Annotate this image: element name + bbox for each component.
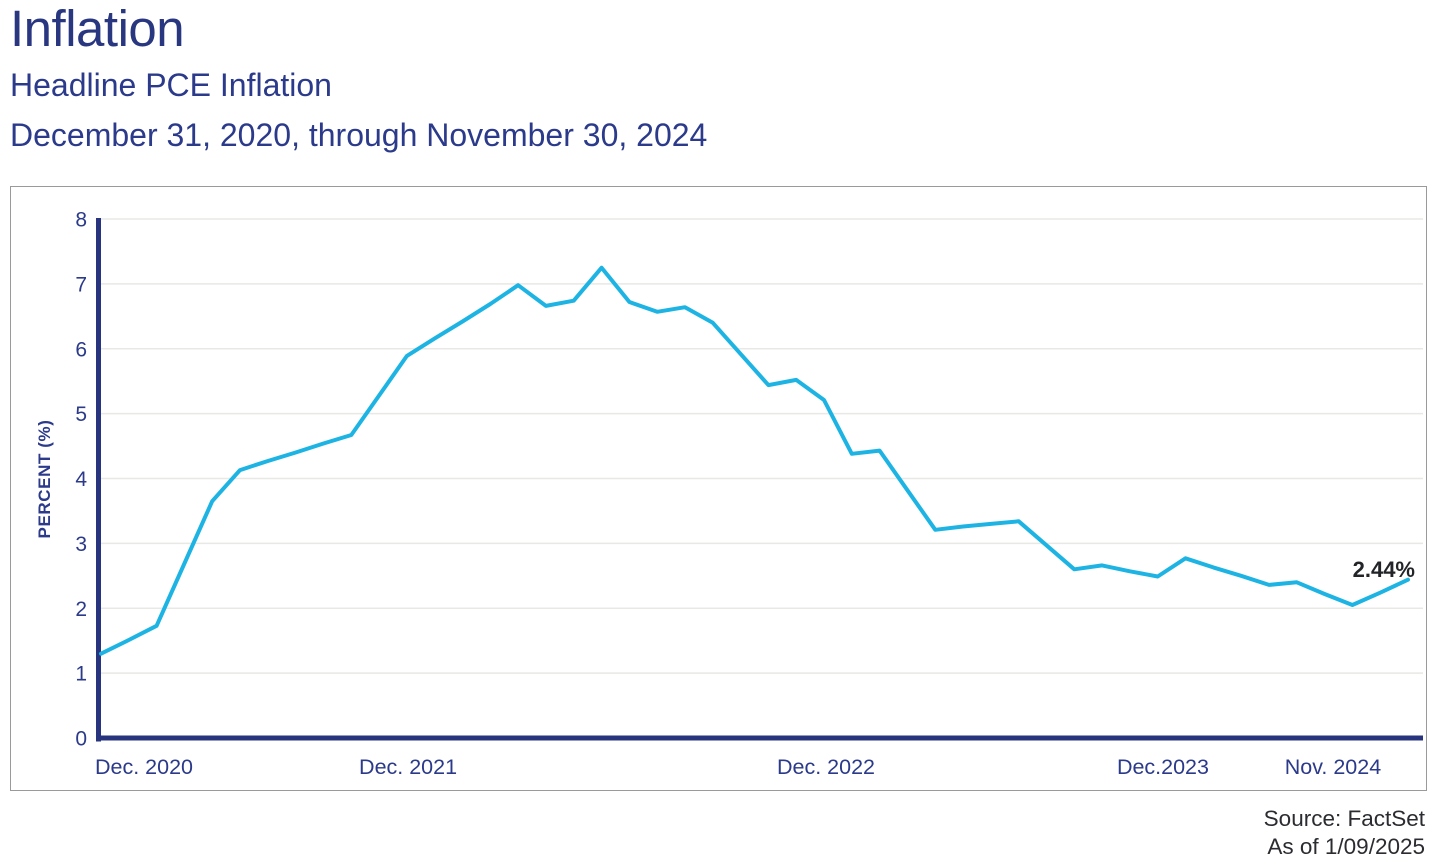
inflation-line	[99, 265, 1410, 656]
y-tick-label: 7	[75, 273, 87, 296]
x-tick-label: Dec.2023	[1117, 755, 1209, 779]
y-tick-label: 8	[75, 209, 87, 232]
x-axis-line	[96, 735, 1423, 741]
y-tick-label: 1	[75, 663, 87, 686]
x-tick-label: Dec. 2022	[777, 755, 875, 779]
source-label: Source: FactSet	[1263, 806, 1425, 831]
y-tick-label: 3	[75, 533, 87, 556]
x-tick-label: Dec. 2021	[359, 755, 457, 779]
source-block: Source: FactSet As of 1/09/2025	[1264, 805, 1425, 861]
chart-date-range: December 31, 2020, through November 30, …	[10, 117, 708, 153]
y-tick-label: 0	[75, 728, 87, 751]
y-axis-title: PERCENT (%)	[35, 419, 54, 539]
page-title: Inflation	[10, 0, 185, 57]
y-tick-label: 5	[75, 403, 87, 426]
x-tick-label: Dec. 2020	[95, 755, 193, 779]
inflation-chart: 0 1 2 3 4 5 6 7 8 Dec. 2020 Dec. 2021 Dec. 2022 Dec.…	[10, 186, 1427, 791]
x-tick-label: Nov. 2024	[1285, 755, 1381, 779]
as-of-label: As of 1/09/2025	[1267, 834, 1425, 859]
chart-subtitle: Headline PCE Inflation	[10, 67, 332, 103]
y-tick-label: 6	[75, 338, 87, 361]
y-tick-label: 4	[75, 468, 87, 491]
y-axis-line	[96, 218, 101, 742]
last-value-label: 2.44%	[1352, 557, 1415, 582]
chart-canvas: 0 1 2 3 4 5 6 7 8 Dec. 2020 Dec. 2021 Dec. 2022 Dec.…	[75, 209, 1423, 779]
y-tick-label: 2	[75, 598, 87, 621]
